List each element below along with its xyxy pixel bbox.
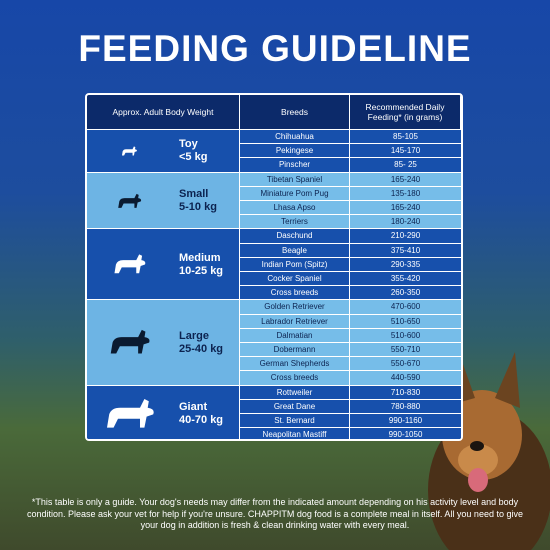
group-cell: Large 25-40 kg bbox=[87, 299, 240, 385]
feeding-amount: 85-105 bbox=[350, 129, 461, 144]
breed-name: Miniature Pom Pug bbox=[240, 185, 350, 200]
group-cell: Medium 10-25 kg bbox=[87, 228, 240, 300]
feeding-amount: 990-1050 bbox=[350, 427, 461, 439]
feeding-amount: 510-600 bbox=[350, 327, 461, 342]
column-header: Approx. Adult Body Weight bbox=[87, 95, 240, 129]
breed-name: Cross breeds bbox=[240, 370, 350, 385]
dog-icon bbox=[114, 254, 146, 274]
weight-range: 25-40 kg bbox=[179, 342, 224, 355]
size-name: Large bbox=[179, 329, 209, 342]
feeding-amount: 85- 25 bbox=[350, 157, 461, 172]
feeding-amount: 145-170 bbox=[350, 143, 461, 158]
group-cell: Giant 40-70 kg bbox=[87, 384, 240, 439]
breed-name: Rottweiler bbox=[240, 384, 350, 399]
column-header: Recommended Daily Feeding* (in grams) bbox=[350, 95, 461, 129]
breed-name: Lhasa Apso bbox=[240, 200, 350, 215]
feeding-amount: 260-350 bbox=[350, 285, 461, 300]
breed-name: Terriers bbox=[240, 214, 350, 229]
weight-range: 5-10 kg bbox=[179, 200, 217, 213]
feeding-amount: 990-1160 bbox=[350, 413, 461, 428]
size-name: Toy bbox=[179, 138, 198, 151]
group-label: Medium 10-25 kg bbox=[179, 252, 223, 278]
breed-name: Chihuahua bbox=[240, 129, 350, 144]
size-name: Medium bbox=[179, 251, 221, 264]
column-header: Breeds bbox=[240, 95, 350, 129]
breed-name: Beagle bbox=[240, 242, 350, 257]
breed-name: Golden Retriever bbox=[240, 299, 350, 314]
feeding-amount: 355-420 bbox=[350, 271, 461, 286]
dog-icon bbox=[107, 398, 154, 428]
feeding-amount: 710-830 bbox=[350, 384, 461, 399]
dog-icon bbox=[121, 146, 137, 156]
feeding-amount: 165-240 bbox=[350, 171, 461, 186]
group-cell: Small 5-10 kg bbox=[87, 171, 240, 229]
breed-name: Cocker Spaniel bbox=[240, 271, 350, 286]
breed-name: Tibetan Spaniel bbox=[240, 171, 350, 186]
breed-name: Pekingese bbox=[240, 143, 350, 158]
size-name: Giant bbox=[179, 400, 208, 413]
weight-range: <5 kg bbox=[179, 151, 208, 164]
feeding-amount: 290-335 bbox=[350, 256, 461, 271]
breed-name: Pinscher bbox=[240, 157, 350, 172]
feeding-amount: 135-180 bbox=[350, 185, 461, 200]
weight-range: 10-25 kg bbox=[179, 264, 224, 277]
size-name: Small bbox=[179, 187, 209, 200]
breed-name: Daschund bbox=[240, 228, 350, 243]
group-label: Toy <5 kg bbox=[179, 138, 207, 164]
group-label: Giant 40-70 kg bbox=[179, 401, 223, 427]
feeding-amount: 165-240 bbox=[350, 200, 461, 215]
feeding-amount: 780-880 bbox=[350, 398, 461, 413]
breed-name: Indian Pom (Spitz) bbox=[240, 256, 350, 271]
breed-name: Labrador Retriever bbox=[240, 313, 350, 328]
group-label: Small 5-10 kg bbox=[179, 188, 217, 214]
footnote: *This table is only a guide. Your dog's … bbox=[27, 497, 523, 530]
feeding-amount: 550-670 bbox=[350, 356, 461, 371]
feeding-table: Approx. Adult Body Weight Breeds Recommend… bbox=[85, 93, 463, 441]
title: FEEDING GUIDELINE bbox=[78, 28, 472, 69]
breed-name: Neapolitan Mastiff bbox=[240, 427, 350, 439]
breed-name: St. Bernard bbox=[240, 413, 350, 428]
feeding-amount: 470-600 bbox=[350, 299, 461, 314]
feeding-amount: 375-410 bbox=[350, 242, 461, 257]
breed-name: Cross breeds bbox=[240, 285, 350, 300]
feeding-amount: 550-710 bbox=[350, 342, 461, 357]
feeding-amount: 440-590 bbox=[350, 370, 461, 385]
group-label: Large 25-40 kg bbox=[179, 330, 223, 356]
breed-name: German Shepherds bbox=[240, 356, 350, 371]
feeding-amount: 180-240 bbox=[350, 214, 461, 229]
dog-icon bbox=[118, 193, 142, 208]
breed-name: Dalmatian bbox=[240, 327, 350, 342]
feeding-amount: 510-650 bbox=[350, 313, 461, 328]
group-cell: Toy <5 kg bbox=[87, 129, 240, 172]
breed-name: Dobermann bbox=[240, 342, 350, 357]
breed-name: Great Dane bbox=[240, 398, 350, 413]
feeding-amount: 210-290 bbox=[350, 228, 461, 243]
weight-range: 40-70 kg bbox=[179, 413, 224, 426]
dog-icon bbox=[110, 330, 150, 354]
